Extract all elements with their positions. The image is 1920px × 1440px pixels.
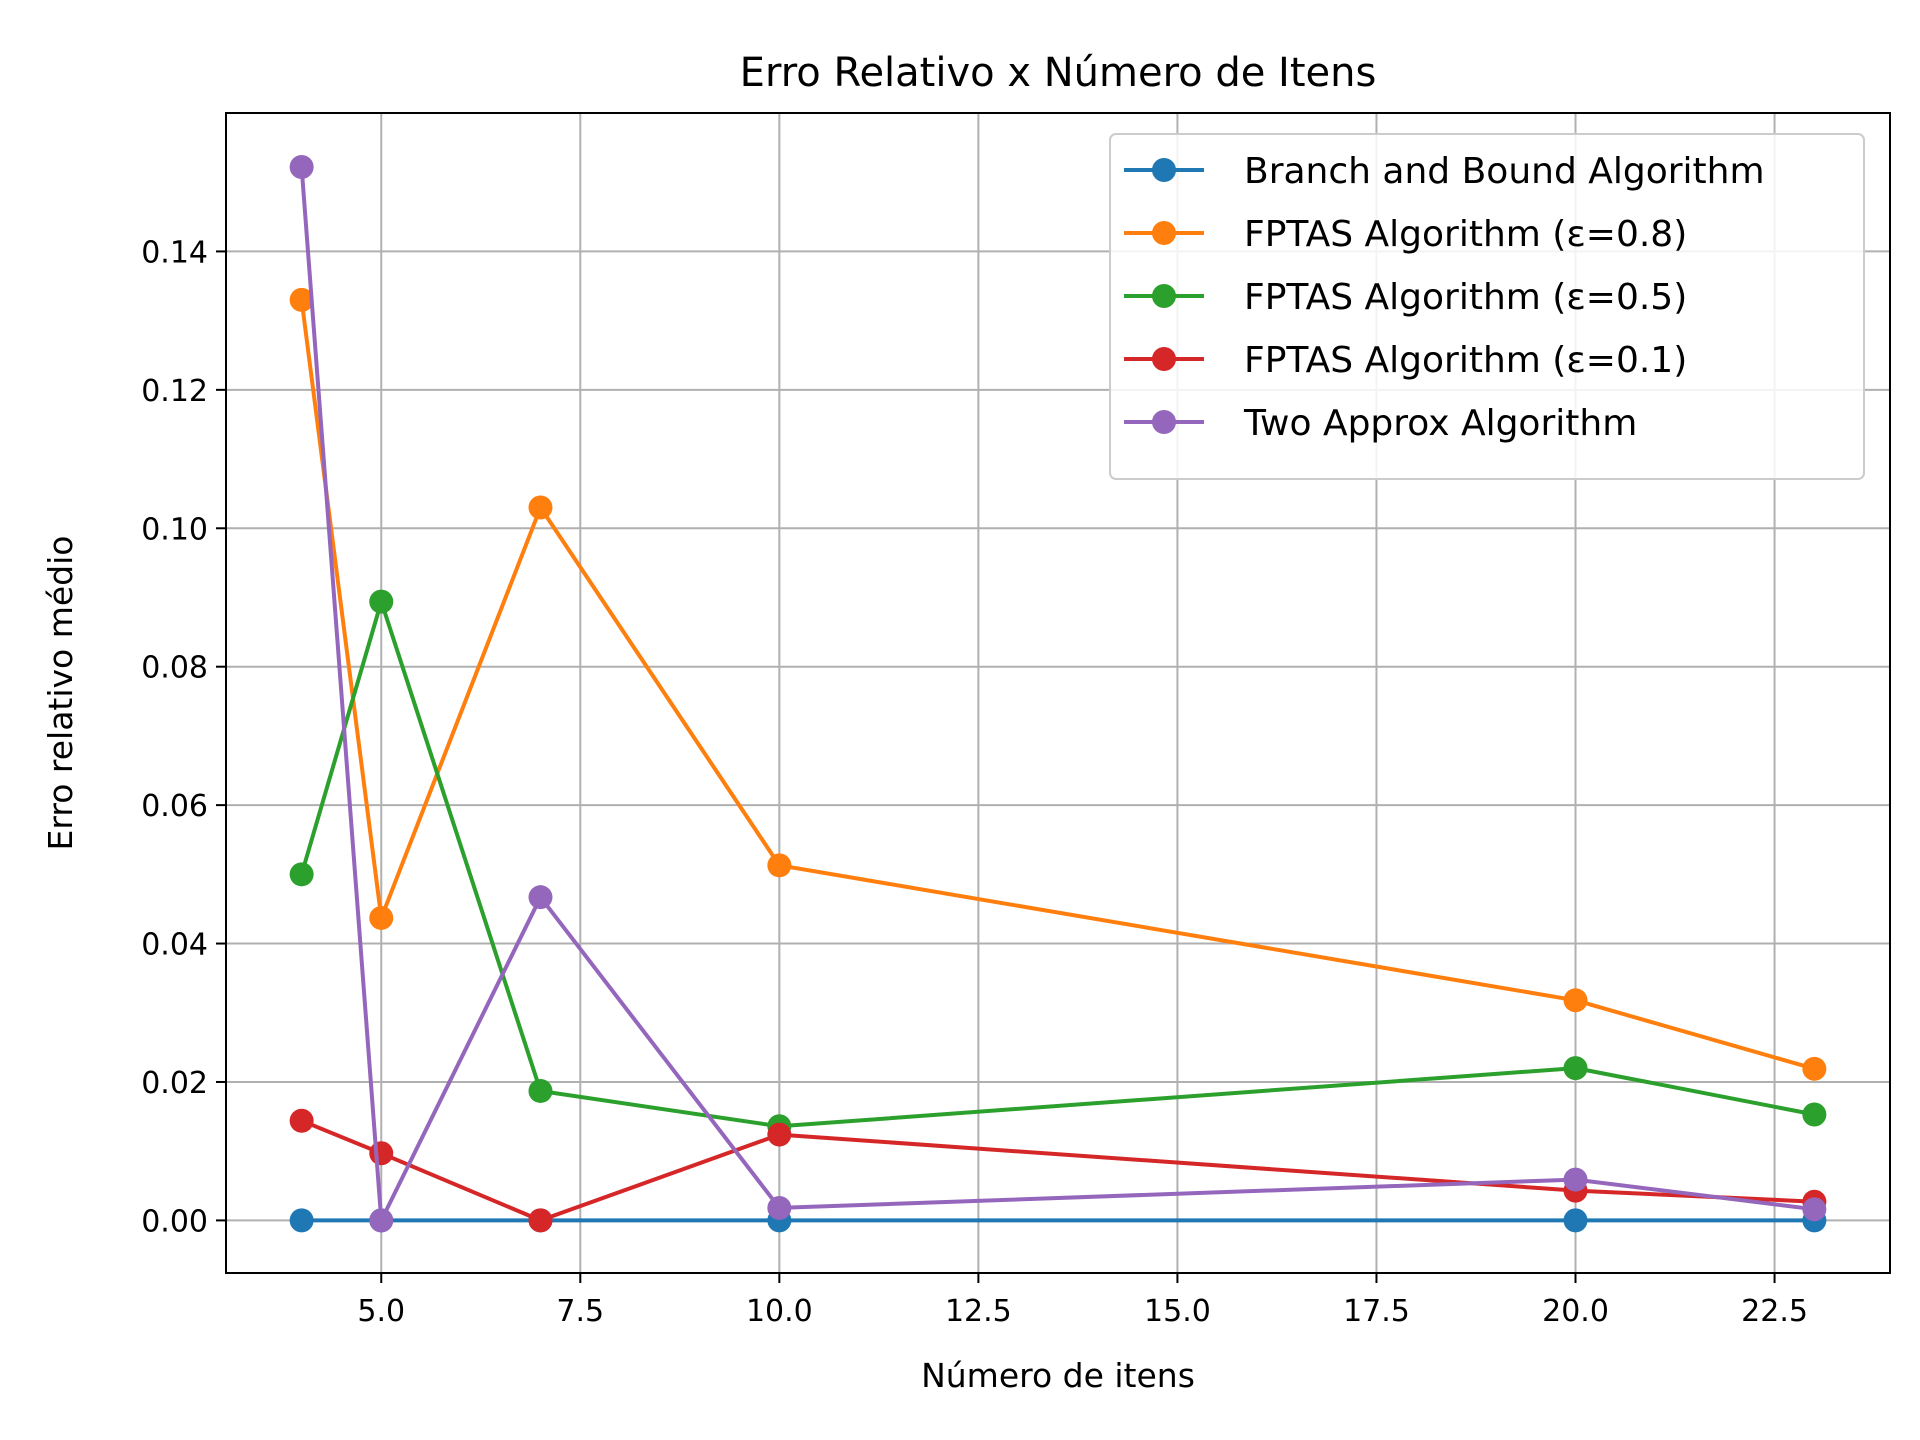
data-point: [1563, 1208, 1588, 1233]
data-point: [1563, 988, 1588, 1013]
data-point: [289, 287, 314, 312]
x-axis-label: Número de itens: [921, 1356, 1195, 1395]
data-point: [1802, 1197, 1827, 1222]
x-tick-label: 7.5: [556, 1294, 604, 1329]
data-point: [767, 1195, 792, 1220]
legend-marker: [1152, 410, 1176, 434]
x-tick-label: 12.5: [945, 1294, 1012, 1329]
y-tick-label: 0.14: [141, 235, 208, 270]
legend-label: FPTAS Algorithm (ε=0.8): [1244, 214, 1687, 255]
legend-label: Branch and Bound Algorithm: [1244, 151, 1765, 192]
legend-item: FPTAS Algorithm (ε=0.8): [1124, 214, 1687, 255]
data-point: [289, 862, 314, 887]
legend-marker: [1152, 347, 1176, 371]
y-axis-label: Erro relativo médio: [41, 536, 80, 851]
data-point: [289, 1108, 314, 1133]
data-point: [528, 885, 553, 910]
data-point: [289, 1208, 314, 1233]
legend-item: Two Approx Algorithm: [1124, 403, 1637, 444]
legend-item: FPTAS Algorithm (ε=0.1): [1124, 340, 1687, 381]
legend-box: [1109, 133, 1865, 480]
legend-label: Two Approx Algorithm: [1243, 403, 1637, 444]
x-tick-label: 17.5: [1343, 1294, 1410, 1329]
legend-item: FPTAS Algorithm (ε=0.5): [1124, 277, 1687, 318]
data-point: [289, 154, 314, 179]
y-tick-label: 0.12: [141, 374, 208, 409]
series-line: [300, 1118, 1815, 1223]
series-line: [299, 299, 1815, 1071]
chart-title: Erro Relativo x Número de Itens: [740, 50, 1377, 96]
legend-marker: [1152, 221, 1176, 245]
y-tick-label: 0.04: [141, 928, 208, 963]
series-layer: [289, 154, 1827, 1233]
series-1: [289, 287, 1827, 1081]
data-point: [528, 495, 553, 520]
legend-marker: [1152, 284, 1176, 308]
x-tick-label: 10.0: [746, 1294, 813, 1329]
plot-frame: [225, 112, 1891, 1274]
y-tick-label: 0.06: [141, 789, 208, 824]
y-tick-label: 0.00: [141, 1204, 208, 1239]
x-tick-label: 20.0: [1542, 1294, 1609, 1329]
data-point: [1563, 1167, 1588, 1192]
data-point: [1802, 1056, 1827, 1081]
x-axis: 5.0 7.5 10.0 12.5 15.0 17.5 20.0 22.5: [357, 1273, 1808, 1329]
data-point: [767, 1122, 792, 1147]
legend-item: Branch and Bound Algorithm: [1124, 151, 1765, 192]
data-point: [1802, 1102, 1827, 1127]
x-tick-label: 15.0: [1144, 1294, 1211, 1329]
series-4: [289, 154, 1827, 1233]
y-axis: 0.00 0.02 0.04 0.06 0.08 0.10 0.12 0.14: [141, 235, 226, 1239]
x-tick-label: 22.5: [1741, 1294, 1808, 1329]
legend-marker: [1152, 158, 1176, 182]
y-tick-label: 0.10: [141, 512, 208, 547]
series-line: [299, 166, 1815, 1223]
data-point: [767, 853, 792, 878]
data-point: [369, 589, 394, 614]
legend: Branch and Bound Algorithm FPTAS Algorith…: [1109, 133, 1865, 480]
data-point: [369, 905, 394, 930]
y-tick-label: 0.08: [141, 651, 208, 686]
data-point: [528, 1078, 553, 1103]
data-point: [369, 1141, 394, 1166]
series-line: [299, 599, 1815, 1129]
y-tick-label: 0.02: [141, 1066, 208, 1101]
data-point: [1563, 1056, 1588, 1081]
x-tick-label: 5.0: [357, 1294, 405, 1329]
series-2: [289, 589, 1827, 1139]
legend-label: FPTAS Algorithm (ε=0.1): [1244, 340, 1687, 381]
legend-label: FPTAS Algorithm (ε=0.5): [1244, 277, 1687, 318]
data-point: [528, 1208, 553, 1233]
data-point: [369, 1208, 394, 1233]
